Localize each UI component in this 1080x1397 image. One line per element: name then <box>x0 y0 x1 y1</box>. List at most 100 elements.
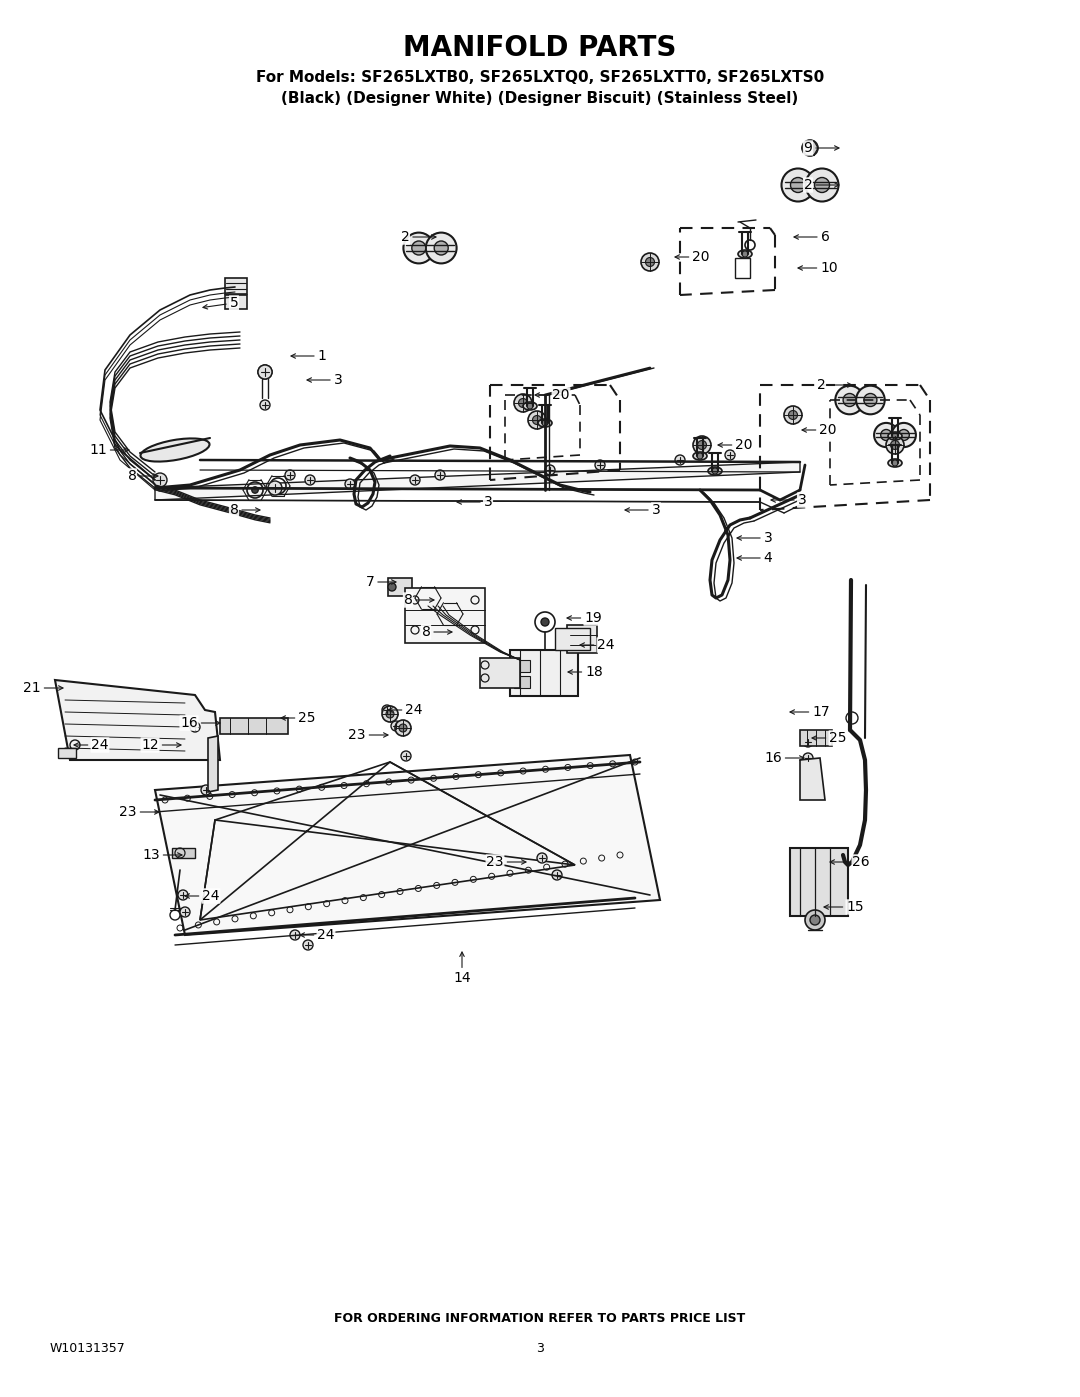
Circle shape <box>514 394 532 412</box>
Circle shape <box>303 940 313 950</box>
Circle shape <box>802 140 818 156</box>
Ellipse shape <box>140 439 210 461</box>
Text: 13: 13 <box>143 848 183 862</box>
Text: 12: 12 <box>141 738 181 752</box>
Text: 3: 3 <box>536 1341 544 1355</box>
Bar <box>514 676 530 687</box>
Circle shape <box>891 440 900 450</box>
Text: 25: 25 <box>281 711 315 725</box>
Ellipse shape <box>523 402 537 409</box>
Circle shape <box>892 433 897 439</box>
Circle shape <box>401 752 411 761</box>
Circle shape <box>675 455 685 465</box>
Ellipse shape <box>888 432 902 440</box>
Text: 2: 2 <box>804 177 839 191</box>
Polygon shape <box>172 848 195 858</box>
Text: 16: 16 <box>765 752 804 766</box>
Circle shape <box>404 232 434 264</box>
Bar <box>555 629 590 650</box>
Bar <box>567 624 597 652</box>
Text: 20: 20 <box>675 250 710 264</box>
Circle shape <box>399 724 407 732</box>
Text: 3: 3 <box>625 503 660 517</box>
Circle shape <box>528 411 546 429</box>
Text: MANIFOLD PARTS: MANIFOLD PARTS <box>403 34 677 61</box>
Circle shape <box>410 475 420 485</box>
Text: 3: 3 <box>457 495 492 509</box>
Circle shape <box>791 177 806 193</box>
Text: 19: 19 <box>567 610 602 624</box>
Text: 24: 24 <box>388 703 422 717</box>
Circle shape <box>532 415 541 425</box>
Circle shape <box>698 440 706 450</box>
Circle shape <box>274 483 281 489</box>
Ellipse shape <box>888 460 902 467</box>
Circle shape <box>258 365 272 379</box>
Text: 24: 24 <box>300 928 335 942</box>
Circle shape <box>886 436 904 454</box>
Text: 6: 6 <box>794 231 829 244</box>
Polygon shape <box>156 754 660 935</box>
Bar <box>510 650 578 696</box>
Bar <box>514 659 530 672</box>
Circle shape <box>518 398 527 408</box>
Circle shape <box>646 257 654 267</box>
Text: 11: 11 <box>90 443 129 457</box>
Circle shape <box>864 394 877 407</box>
Circle shape <box>856 386 885 415</box>
Circle shape <box>260 400 270 409</box>
Circle shape <box>382 705 392 715</box>
Circle shape <box>386 710 394 718</box>
Bar <box>800 731 832 746</box>
Polygon shape <box>55 680 220 760</box>
Circle shape <box>899 429 909 440</box>
Circle shape <box>742 251 748 257</box>
Circle shape <box>552 870 562 880</box>
Bar <box>789 848 848 916</box>
Bar <box>480 658 519 687</box>
Circle shape <box>595 460 605 469</box>
Circle shape <box>782 169 814 201</box>
Circle shape <box>542 420 548 426</box>
Circle shape <box>395 719 411 736</box>
Bar <box>225 295 247 309</box>
Text: 2: 2 <box>401 231 436 244</box>
Circle shape <box>391 721 401 731</box>
Bar <box>225 278 247 293</box>
Circle shape <box>545 465 555 475</box>
Circle shape <box>153 474 167 488</box>
Circle shape <box>426 232 457 264</box>
Circle shape <box>305 475 315 485</box>
Text: 24: 24 <box>75 738 109 752</box>
Circle shape <box>804 738 813 747</box>
Text: 10: 10 <box>798 261 838 275</box>
Circle shape <box>446 610 454 617</box>
Ellipse shape <box>538 419 552 427</box>
Circle shape <box>258 365 272 379</box>
Circle shape <box>268 481 282 495</box>
Bar <box>388 578 411 597</box>
Ellipse shape <box>708 467 723 475</box>
Circle shape <box>804 753 813 763</box>
Circle shape <box>693 436 711 454</box>
Polygon shape <box>156 462 800 500</box>
Circle shape <box>411 242 426 256</box>
Text: 21: 21 <box>23 680 63 694</box>
Text: 24: 24 <box>580 638 615 652</box>
Bar <box>405 588 485 643</box>
Circle shape <box>291 930 300 940</box>
Bar <box>220 718 288 733</box>
Circle shape <box>262 369 268 374</box>
Circle shape <box>814 177 829 193</box>
Text: 5: 5 <box>203 296 239 310</box>
Text: 9: 9 <box>804 141 839 155</box>
Circle shape <box>712 468 718 474</box>
Circle shape <box>285 469 295 481</box>
Circle shape <box>725 450 735 460</box>
Text: 3: 3 <box>737 531 772 545</box>
Circle shape <box>810 915 820 925</box>
Text: For Models: SF265LXTB0, SF265LXTQ0, SF265LXTT0, SF265LXTS0: For Models: SF265LXTB0, SF265LXTQ0, SF26… <box>256 70 824 85</box>
Ellipse shape <box>693 453 707 460</box>
Ellipse shape <box>738 250 752 258</box>
Text: 17: 17 <box>789 705 829 719</box>
